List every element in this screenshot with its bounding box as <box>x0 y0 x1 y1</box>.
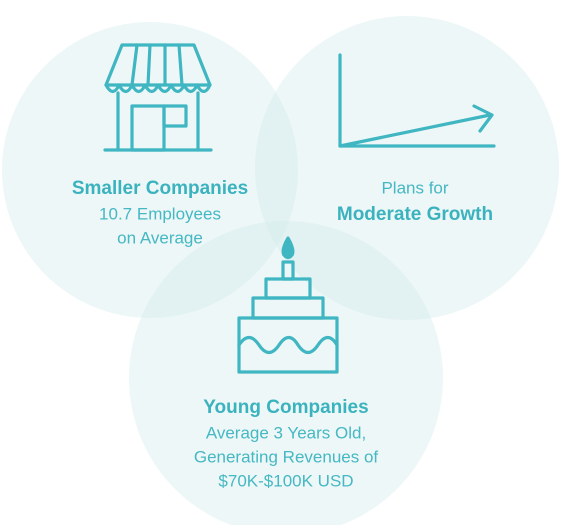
node-title: Young Companies <box>203 397 368 418</box>
node-line: $70K-$100K USD <box>218 471 353 490</box>
node-title: Moderate Growth <box>337 204 493 225</box>
store-icon <box>103 43 213 152</box>
node-line: on Average <box>117 228 203 247</box>
node-line: Plans for <box>381 178 448 197</box>
cake-icon <box>237 236 339 374</box>
growth-icon <box>338 53 496 148</box>
node-line: Generating Revenues of <box>194 447 379 466</box>
node-title: Smaller Companies <box>72 178 248 199</box>
node-line: 10.7 Employees <box>99 204 221 223</box>
circle-growth <box>255 16 559 320</box>
circle-smaller <box>2 22 298 318</box>
node-line: Average 3 Years Old, <box>206 423 366 442</box>
